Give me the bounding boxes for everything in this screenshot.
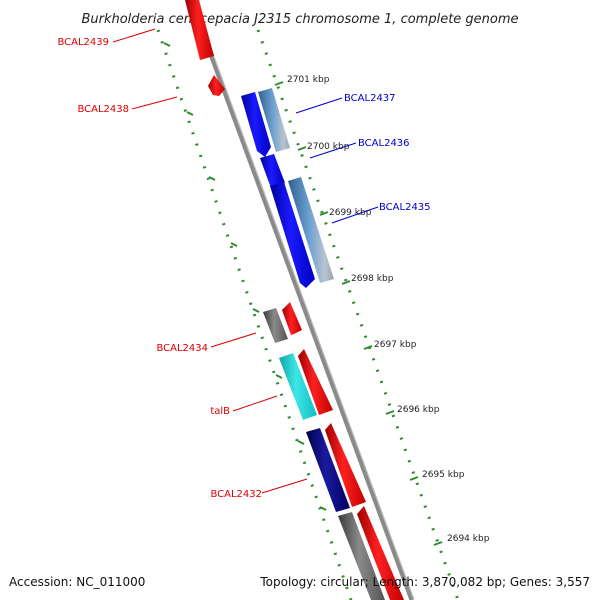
gene-bcal2438[interactable] [208, 75, 225, 96]
scale-label: 2696 kbp [397, 405, 440, 415]
map-title: Burkholderia cenocepacia J2315 chromosom… [81, 12, 518, 27]
gene-bcal2432-navy[interactable] [306, 428, 350, 512]
gene-bcal2434-red[interactable] [282, 302, 302, 335]
scale-label: 2700 kbp [307, 142, 350, 152]
left-major-ticks [163, 42, 327, 511]
tick-track-left [156, 29, 353, 600]
accession-text: Accession: NC_011000 [9, 575, 145, 589]
gene-label-bcal2437[interactable]: BCAL2437 [344, 93, 396, 104]
gene-bcal2435-blue[interactable] [270, 182, 315, 288]
chromosome-backbone-highlight [192, 0, 415, 600]
gene-label-bcal2438[interactable]: BCAL2438 [77, 104, 129, 115]
gene-bcal2435-steel[interactable] [288, 177, 334, 283]
gene-bottom-gray[interactable] [338, 512, 385, 600]
scale-ticks [274, 81, 443, 546]
gene-label-talb[interactable]: talB [210, 406, 230, 417]
gene-bcal2437-blue[interactable] [241, 92, 271, 157]
scale-label: 2701 kbp [287, 75, 330, 85]
gene-talb-red[interactable] [298, 349, 333, 415]
scale-label: 2697 kbp [374, 340, 417, 350]
scale-label: 2698 kbp [351, 274, 394, 284]
genes [185, 0, 404, 600]
gene-bcal2434-gray[interactable] [263, 308, 288, 343]
scale-label: 2694 kbp [447, 534, 490, 544]
gene-bcal2439[interactable] [185, 0, 214, 60]
gene-label-bcal2439[interactable]: BCAL2439 [57, 37, 109, 48]
gene-label-bcal2436[interactable]: BCAL2436 [358, 138, 410, 149]
scale-label: 2695 kbp [422, 470, 465, 480]
gene-talb-cyan[interactable] [279, 353, 317, 420]
gene-label-bcal2432[interactable]: BCAL2432 [210, 489, 262, 500]
gene-label-bcal2434[interactable]: BCAL2434 [156, 343, 208, 354]
gene-label-bcal2435[interactable]: BCAL2435 [379, 202, 431, 213]
scale-label: 2699 kbp [329, 208, 372, 218]
gene-bottom-red[interactable] [357, 506, 404, 600]
gene-bcal2432-red[interactable] [325, 423, 366, 507]
leader-lines [112, 28, 379, 494]
chromosome-backbone [188, 0, 415, 600]
gene-bcal2437-steel[interactable] [258, 88, 290, 152]
genome-summary-text: Topology: circular; Length: 3,870,082 bp… [259, 575, 590, 589]
gene-bcal2436[interactable] [260, 154, 285, 188]
